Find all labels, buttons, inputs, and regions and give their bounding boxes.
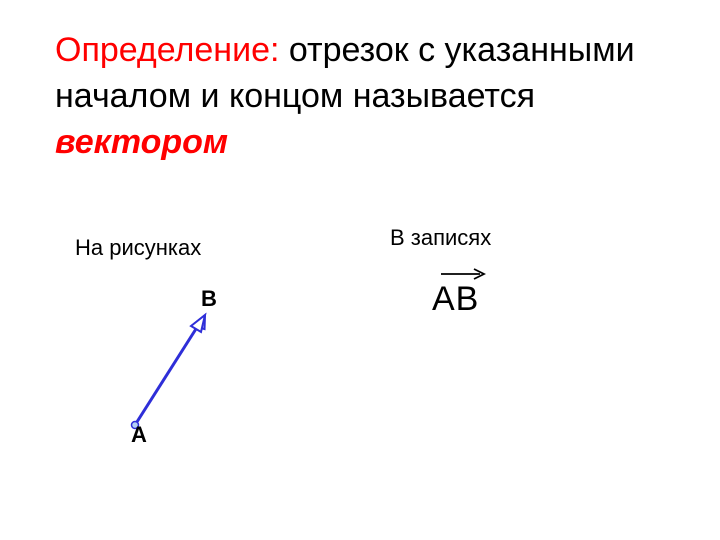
caption-notation: В записях xyxy=(390,225,491,251)
point-a-label: А xyxy=(131,422,147,448)
definition-text: Определение: отрезок с указанными начало… xyxy=(55,28,665,166)
caption-figures: На рисунках xyxy=(75,235,201,261)
definition-term: вектором xyxy=(55,123,228,161)
notation-arrow-icon xyxy=(440,267,486,281)
point-b-label: В xyxy=(201,286,217,312)
slide: Определение: отрезок с указанными начало… xyxy=(0,0,720,540)
definition-label: Определение: xyxy=(55,31,279,69)
vector-notation: АВ xyxy=(432,280,479,319)
vector-diagram xyxy=(95,290,275,470)
